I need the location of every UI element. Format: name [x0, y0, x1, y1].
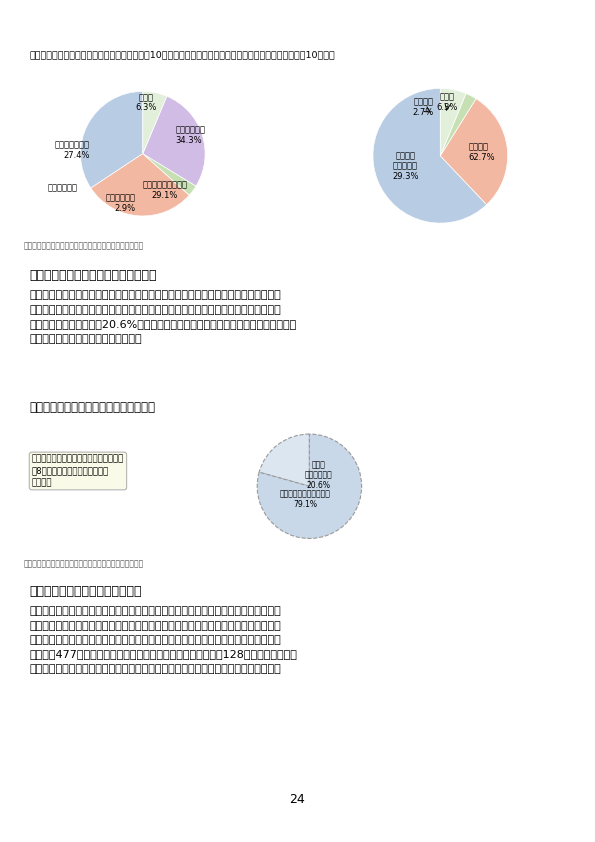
- Wedge shape: [257, 434, 362, 538]
- Wedge shape: [440, 88, 466, 156]
- Text: 減少している: 減少している: [48, 184, 77, 193]
- Wedge shape: [80, 92, 143, 188]
- Text: 減少する
2.7%: 減少する 2.7%: [413, 98, 434, 117]
- Text: まだにでじ対応している
79.1%: まだにでじ対応している 79.1%: [280, 489, 331, 509]
- Text: 図表　空き地等に関する担当部署の整理: 図表 空き地等に関する担当部署の整理: [30, 402, 156, 414]
- Wedge shape: [143, 154, 196, 195]
- Wedge shape: [259, 434, 309, 486]
- Text: 図表　管理水準が低下した空き地の件数（最近10年間）　管理水準が低下した空き地の件数の予測（今後10年間）: 図表 管理水準が低下した空き地の件数（最近10年間） 管理水準が低下した空き地の…: [30, 51, 336, 59]
- Text: 増加する
62.7%: 増加する 62.7%: [469, 142, 495, 163]
- Text: 増加している
34.3%: 増加している 34.3%: [175, 125, 205, 145]
- Text: 把握していない
27.4%: 把握していない 27.4%: [55, 141, 90, 160]
- Wedge shape: [440, 99, 508, 205]
- Text: 担当部署に決まっている自治体のうち、
約8割は環境政策担当部署となっ
ている。: 担当部署に決まっている自治体のうち、 約8割は環境政策担当部署となっ ている。: [32, 455, 124, 488]
- Wedge shape: [143, 96, 205, 186]
- Wedge shape: [373, 88, 487, 223]
- Text: 明確に
決まっている
20.6%: 明確に 決まっている 20.6%: [305, 460, 333, 490]
- Text: ほとんど
変わらない
29.3%: ほとんど 変わらない 29.3%: [392, 151, 418, 181]
- Wedge shape: [440, 93, 476, 156]
- Wedge shape: [143, 92, 167, 154]
- Text: 以上のように、空き地等の増加が進んでいる一方で、自治体の体制は十分ではない
状況にある。空き地等に関する担当部署について聞いたところ、「明確に決まってい
る」と: 以上のように、空き地等の増加が進んでいる一方で、自治体の体制は十分ではない 状況…: [30, 290, 297, 344]
- Text: （自治体における空き地対策の窓口）: （自治体における空き地対策の窓口）: [30, 269, 157, 282]
- Text: 資料：国土交通省「空き地等に関する自治体アンケート」: 資料：国土交通省「空き地等に関する自治体アンケート」: [24, 242, 144, 251]
- Text: 24: 24: [290, 793, 305, 807]
- Text: 資料：国土交通省「空き地等に関する自治体アンケート」: 資料：国土交通省「空き地等に関する自治体アンケート」: [24, 559, 144, 568]
- Text: ほとんど変わらない
29.1%: ほとんど変わらない 29.1%: [142, 180, 187, 200]
- Text: 無回答
6.3%: 無回答 6.3%: [436, 92, 458, 112]
- Text: （空き家・空き地バンクの現状）: （空き家・空き地バンクの現状）: [30, 585, 142, 598]
- Text: 無回答
6.3%: 無回答 6.3%: [135, 93, 156, 112]
- Text: 減少している
2.9%: 減少している 2.9%: [105, 194, 135, 213]
- Text: 現在、空き家や空き地の利活用促進のため、多くの自治体で、土地所有者と利用希
望者のマッチングを行うことを目的に空き家・空き地バンクの取組を行っている。現
在のと: 現在、空き家や空き地の利活用促進のため、多くの自治体で、土地所有者と利用希 望者…: [30, 606, 298, 674]
- Wedge shape: [91, 154, 189, 216]
